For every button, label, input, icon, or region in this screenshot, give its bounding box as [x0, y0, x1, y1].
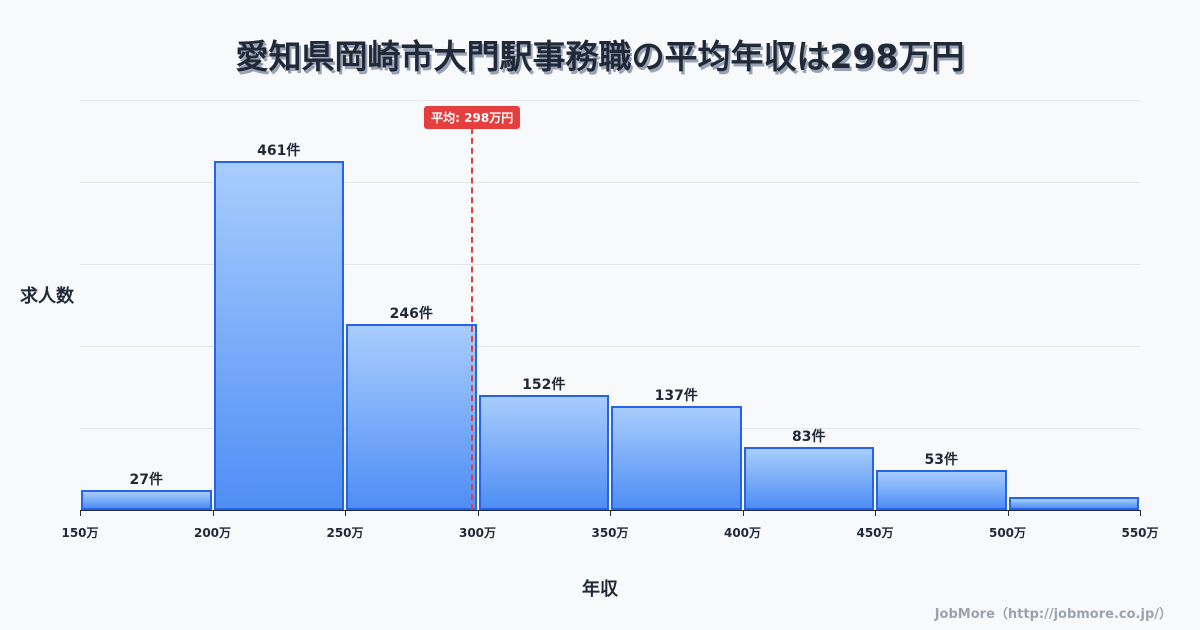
- x-tick: [345, 510, 346, 516]
- credit-text: JobMore（http://jobmore.co.jp/）: [934, 607, 1172, 622]
- x-tick: [1140, 510, 1141, 516]
- histogram-bar: [743, 447, 874, 510]
- x-tick-label: 550万: [1121, 526, 1159, 540]
- x-tick: [610, 510, 611, 516]
- gridline: [80, 264, 1140, 265]
- gridline: [80, 428, 1140, 429]
- bar-value-label: 461件: [257, 143, 301, 159]
- histogram-bar: [346, 324, 477, 510]
- bar-value-label: 83件: [792, 429, 826, 445]
- bar-value-label: 152件: [522, 377, 566, 393]
- chart-title: 愛知県岡崎市大門駅事務職の平均年収は298万円: [235, 37, 965, 76]
- x-tick: [80, 510, 81, 516]
- gridline: [80, 346, 1140, 347]
- x-tick-label: 350万: [591, 526, 629, 540]
- x-tick-label: 150万: [61, 526, 99, 540]
- x-tick: [875, 510, 876, 516]
- bar-value-label: 53件: [924, 452, 958, 468]
- x-tick-label: 300万: [458, 526, 497, 540]
- plot-area: 27件 461件 246件 152件 137件 83件 53件 150万 200万 250万 300…: [61, 100, 1159, 540]
- bar-value-label: 27件: [129, 472, 163, 488]
- histogram-bar: [1008, 497, 1139, 510]
- histogram-bar: [876, 470, 1007, 510]
- x-tick-label: 200万: [193, 526, 232, 540]
- histogram-bar: [611, 406, 742, 510]
- bar-value-label: 246件: [389, 306, 433, 322]
- histogram-bar: [213, 161, 344, 510]
- gridline: [80, 100, 1140, 101]
- average-badge: 平均: 298万円: [424, 106, 521, 129]
- x-tick: [742, 510, 744, 516]
- histogram-bar: [81, 490, 212, 510]
- average-line: [471, 128, 474, 510]
- y-axis-label: 求人数: [20, 286, 74, 307]
- x-tick-label: 250万: [326, 526, 364, 540]
- x-tick: [212, 510, 214, 516]
- x-tick-label: 450万: [856, 526, 894, 540]
- gridline: [80, 182, 1140, 183]
- x-tick: [1007, 510, 1009, 516]
- x-tick: [477, 510, 479, 516]
- x-axis-label: 年収: [582, 579, 618, 600]
- x-tick-label: 400万: [723, 526, 762, 540]
- bar-value-label: 137件: [654, 388, 698, 404]
- x-tick-label: 500万: [988, 526, 1027, 540]
- histogram-bar: [478, 395, 609, 510]
